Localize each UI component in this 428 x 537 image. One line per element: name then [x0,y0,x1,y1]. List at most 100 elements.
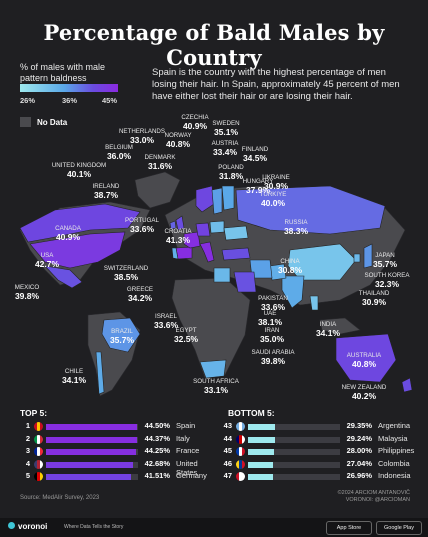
country-label: SOUTH KOREA 32.3% [364,272,409,289]
flag-icon [236,434,245,444]
country-label: EGYPT 32.5% [174,327,198,344]
country-value: 33.0% [129,135,155,145]
country-value: 31.8% [218,171,244,181]
country-label: CZECHIA 40.9% [181,114,208,131]
country-value: 38.7% [93,190,119,200]
country-label: SOUTH AFRICA 33.1% [193,378,239,395]
country-value: 35.7% [109,335,135,345]
country-shape [195,185,215,213]
country-shape [213,267,231,283]
country-label: ISRAEL 33.6% [154,313,178,330]
country-value: 34.2% [127,293,153,303]
country-label: USA 42.7% [35,252,59,269]
country-label: CHILE 34.1% [62,368,86,385]
bar-value: 41.51% [144,471,170,480]
country-name: SWEDEN [212,120,240,127]
country-name: CZECHIA [181,114,209,121]
country-shape [29,231,126,269]
credit-line: ©2024 ARCIOM ANTANOVIČ [337,490,410,496]
flag-icon [34,422,43,431]
country-label: NETHERLANDS 33.0% [119,128,165,145]
source-note: Source: MedAlir Survey, 2023 [20,495,100,501]
flag-icon [34,472,43,481]
country-value: 30.8% [277,265,303,275]
country-shape [287,243,357,281]
world-map [19,171,413,397]
bar-track [248,424,340,430]
country-value: 35.1% [213,127,239,137]
country-shape [101,317,141,353]
bar-value: 29.35% [346,421,372,430]
country-name: TÜRKIYE [259,191,287,198]
ranking-row: 45 28.00% Philippines [222,446,422,457]
ranking-row: 1 44.50% Spain [20,421,220,432]
google-play-button[interactable]: Google Play [376,521,422,535]
country-value: 38.3% [283,226,309,236]
country-name: PAKISTAN [258,295,288,302]
bar-fill [248,461,273,468]
country-label: CROATIA 41.3% [164,228,191,245]
country-name: DENMARK [144,154,176,161]
country-name: SAUDI ARABIA [251,349,295,356]
country-shape [353,253,361,263]
bar-country: Germany [176,471,207,480]
bar-value: 44.50% [144,421,170,430]
bar-track [248,449,340,455]
country-name: ISRAEL [154,313,178,320]
country-label: NEW ZEALAND 40.2% [342,384,387,401]
country-value: 35.0% [259,334,285,344]
country-value: 40.1% [66,169,92,179]
rank-number: 1 [25,421,30,430]
rank-number: 43 [223,421,232,430]
country-label: UNITED KINGDOM 40.1% [52,162,106,179]
legend-gradient-bar [20,84,118,92]
country-name: HUNGARY [242,178,274,185]
country-name: JAPAN [375,252,395,259]
ranking-row: 4 42.68% United States [20,459,220,477]
legend-tick-high: 45% [102,96,118,105]
brand-name: voronoi [18,522,48,531]
country-label: NORWAY 40.8% [164,132,191,149]
bar-country: Italy [176,433,190,443]
page-title: Percentage of Bald Males by Country [43,20,385,70]
flag-icon [34,434,43,444]
country-shape [199,241,215,263]
ranking-row: 3 44.25% France [20,446,220,457]
bar-track [46,474,138,480]
bar-track [248,436,340,443]
country-shape [221,185,235,211]
country-name: EGYPT [175,327,197,334]
country-value: 34.5% [242,153,268,163]
country-shape [211,187,223,215]
ranking-row: 43 29.35% Argentina [222,421,422,432]
country-label: SAUDI ARABIA 39.8% [252,349,295,366]
country-name: GREECE [126,286,154,293]
bar-country: Indonesia [378,471,411,480]
country-shape [401,377,413,393]
bar-track [46,424,138,430]
country-value: 33.6% [260,302,286,312]
country-value: 37.9% [245,185,271,195]
country-label: AUSTRALIA 40.8% [347,352,381,369]
country-label: HUNGARY 37.9% [243,178,274,195]
bar-value: 44.37% [144,433,170,443]
country-name: IRELAND [92,183,120,190]
app-store-button[interactable]: App Store [326,521,372,535]
bar-fill [248,449,274,455]
brand-logo[interactable]: voronoi [8,522,47,531]
country-value: 40.2% [351,391,377,401]
country-name: IRAN [264,327,280,334]
country-name: AUSTRALIA [346,352,382,359]
legend-tick-low: 26% [20,96,36,105]
country-shape [175,215,185,231]
country-shape [44,265,83,289]
brand-tagline: Where Data Tells the Story [64,524,124,530]
country-shape [221,247,251,261]
flag-icon [236,447,245,456]
country-shape [335,333,397,383]
voronoi-logo-icon [8,522,15,529]
ranking-row: 46 27.04% Colombia [222,459,422,470]
country-value: 40.8% [165,139,191,149]
country-label: CANADA 40.9% [55,225,81,242]
bar-value: 28.00% [346,446,372,455]
